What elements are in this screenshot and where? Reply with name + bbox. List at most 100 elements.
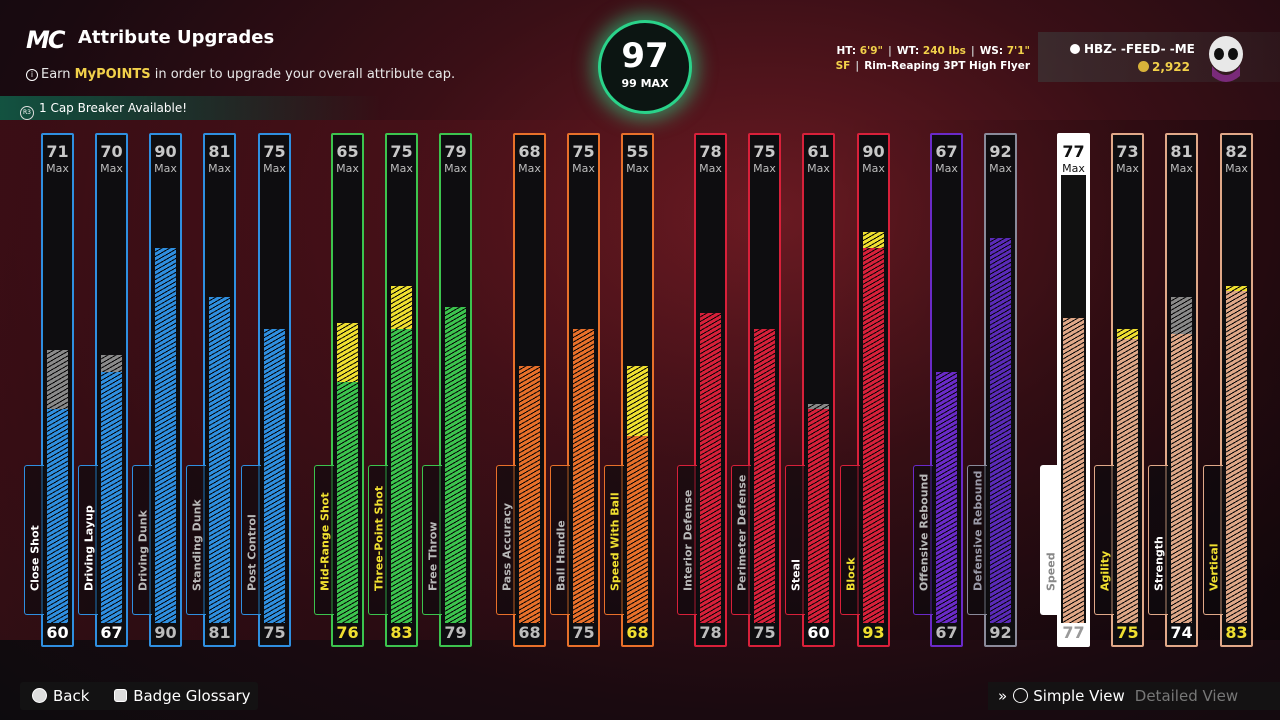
attribute-name-tab: Mid-Range Shot <box>314 465 334 615</box>
attribute-column[interactable]: 82 Max 83 <box>1220 133 1253 647</box>
attribute-column[interactable]: 67 Max 67 <box>930 133 963 647</box>
attribute-name-label: Mid-Range Shot <box>318 492 331 591</box>
attribute-fill-bar <box>264 329 285 623</box>
attribute-current-value: 83 <box>1225 623 1248 642</box>
attribute-current-value: 67 <box>100 623 123 642</box>
attribute-current-value: 60 <box>46 623 69 642</box>
attribute-name-label: Perimeter Defense <box>735 474 748 591</box>
cap-breaker-text: 1 Cap Breaker Available! <box>39 101 188 115</box>
circle-button-icon <box>32 688 47 703</box>
attribute-name-label: Strength <box>1152 536 1165 591</box>
attribute-column[interactable]: 92 Max 92 <box>984 133 1017 647</box>
attribute-current-value: 75 <box>1116 623 1139 642</box>
ws-label: WS: <box>979 45 1004 57</box>
detailed-view-option[interactable]: Detailed View <box>1134 687 1239 705</box>
attribute-column[interactable]: 71 Max 60 <box>41 133 74 647</box>
attribute-fill-bar <box>863 248 884 623</box>
simple-view-option[interactable]: Simple View <box>1033 687 1125 705</box>
badge-glossary-button[interactable]: Badge Glossary <box>94 687 251 705</box>
attribute-column[interactable]: 75 Max 75 <box>258 133 291 647</box>
attribute-extension-bar <box>391 286 412 329</box>
attribute-name-label: Offensive Rebound <box>917 473 930 591</box>
attribute-name-label: Steal <box>789 559 802 591</box>
attribute-max-label: Max <box>336 162 359 175</box>
attribute-fill-bar <box>47 409 68 623</box>
attribute-name-label: Speed <box>1044 552 1057 591</box>
view-toggle: » Simple View Detailed View <box>988 682 1280 710</box>
attribute-extension-bar <box>808 404 829 409</box>
footer-actions: Back Badge Glossary <box>20 682 258 710</box>
attribute-max-label: Max <box>935 162 958 175</box>
attribute-name-tab: Agility <box>1094 465 1114 615</box>
attribute-max-value: 78 <box>699 142 722 161</box>
attribute-max-label: Max <box>1062 162 1085 175</box>
attribute-max-value: 67 <box>935 142 958 161</box>
attribute-column[interactable]: 55 Max 68 <box>621 133 654 647</box>
square-button-icon <box>114 689 128 702</box>
attribute-column[interactable]: 78 Max 78 <box>694 133 727 647</box>
attribute-name-label: Block <box>844 557 857 591</box>
attribute-name-tab: Three-Point Shot <box>368 465 388 615</box>
attribute-fill-bar <box>754 329 775 623</box>
attribute-column[interactable]: 90 Max 90 <box>149 133 182 647</box>
attribute-column[interactable]: 79 Max 79 <box>439 133 472 647</box>
attribute-extension-bar <box>47 350 68 409</box>
attribute-name-tab: Standing Dunk <box>186 465 206 615</box>
attribute-name-tab: Pass Accuracy <box>496 465 516 615</box>
page-title: Attribute Upgrades <box>78 27 275 48</box>
attribute-name-label: Close Shot <box>28 525 41 591</box>
attribute-fill-bar <box>1171 334 1192 623</box>
attribute-max-value: 61 <box>807 142 830 161</box>
attribute-fill-bar <box>936 372 957 623</box>
attribute-name-tab: Speed <box>1040 465 1060 615</box>
attribute-column[interactable]: 68 Max 68 <box>513 133 546 647</box>
attribute-column[interactable]: 75 Max 83 <box>385 133 418 647</box>
attribute-name-tab: Driving Dunk <box>132 465 152 615</box>
attribute-name-label: Interior Defense <box>681 489 694 591</box>
attribute-column[interactable]: 61 Max 60 <box>802 133 835 647</box>
subtitle-post: in order to upgrade your overall attribu… <box>150 67 456 82</box>
attribute-column[interactable]: 81 Max 74 <box>1165 133 1198 647</box>
attribute-current-value: 90 <box>154 623 177 642</box>
attribute-max-value: 68 <box>518 142 541 161</box>
attribute-name-label: Pass Accuracy <box>500 502 513 591</box>
attribute-current-value: 60 <box>807 623 830 642</box>
page-subtitle: i Earn MyPOINTS in order to upgrade your … <box>26 67 455 82</box>
attribute-name-label: Defensive Rebound <box>971 470 984 591</box>
attribute-column[interactable]: 75 Max 75 <box>567 133 600 647</box>
attribute-name-tab: Free Throw <box>422 465 442 615</box>
attribute-current-value: 78 <box>699 623 722 642</box>
attribute-name-tab: Defensive Rebound <box>967 465 987 615</box>
attribute-column[interactable]: 77 Max 77 <box>1057 133 1090 647</box>
attribute-column[interactable]: 70 Max 67 <box>95 133 128 647</box>
attribute-max-value: 81 <box>1170 142 1193 161</box>
attribute-max-label: Max <box>626 162 649 175</box>
skull-avatar-icon <box>1209 36 1243 82</box>
attribute-column[interactable]: 81 Max 81 <box>203 133 236 647</box>
attribute-column[interactable]: 75 Max 75 <box>748 133 781 647</box>
overall-rating-badge: 97 99 MAX <box>598 20 692 114</box>
attribute-max-label: Max <box>753 162 776 175</box>
attribute-column[interactable]: 73 Max 75 <box>1111 133 1144 647</box>
attribute-name-label: Standing Dunk <box>190 499 203 591</box>
attribute-fill-bar <box>700 313 721 623</box>
mypoints-highlight: MyPOINTS <box>74 67 151 82</box>
attribute-max-label: Max <box>518 162 541 175</box>
cap-breaker-icon: R3 <box>20 106 34 120</box>
attribute-max-label: Max <box>390 162 413 175</box>
attribute-max-value: 75 <box>572 142 595 161</box>
attribute-max-value: 90 <box>862 142 885 161</box>
weight-value: 240 lbs <box>922 45 966 57</box>
badge-glossary-label: Badge Glossary <box>133 687 251 705</box>
attribute-column[interactable]: 65 Max 76 <box>331 133 364 647</box>
attribute-max-value: 73 <box>1116 142 1139 161</box>
back-button[interactable]: Back <box>20 687 89 705</box>
attribute-column[interactable]: 90 Max 93 <box>857 133 890 647</box>
playstation-icon <box>1070 44 1080 54</box>
attribute-name-tab: Ball Handle <box>550 465 570 615</box>
attribute-name-tab: Block <box>840 465 860 615</box>
attribute-fill-bar <box>573 329 594 623</box>
attribute-max-value: 75 <box>390 142 413 161</box>
attribute-name-label: Post Control <box>245 514 258 591</box>
attribute-fill-bar <box>1226 291 1247 623</box>
